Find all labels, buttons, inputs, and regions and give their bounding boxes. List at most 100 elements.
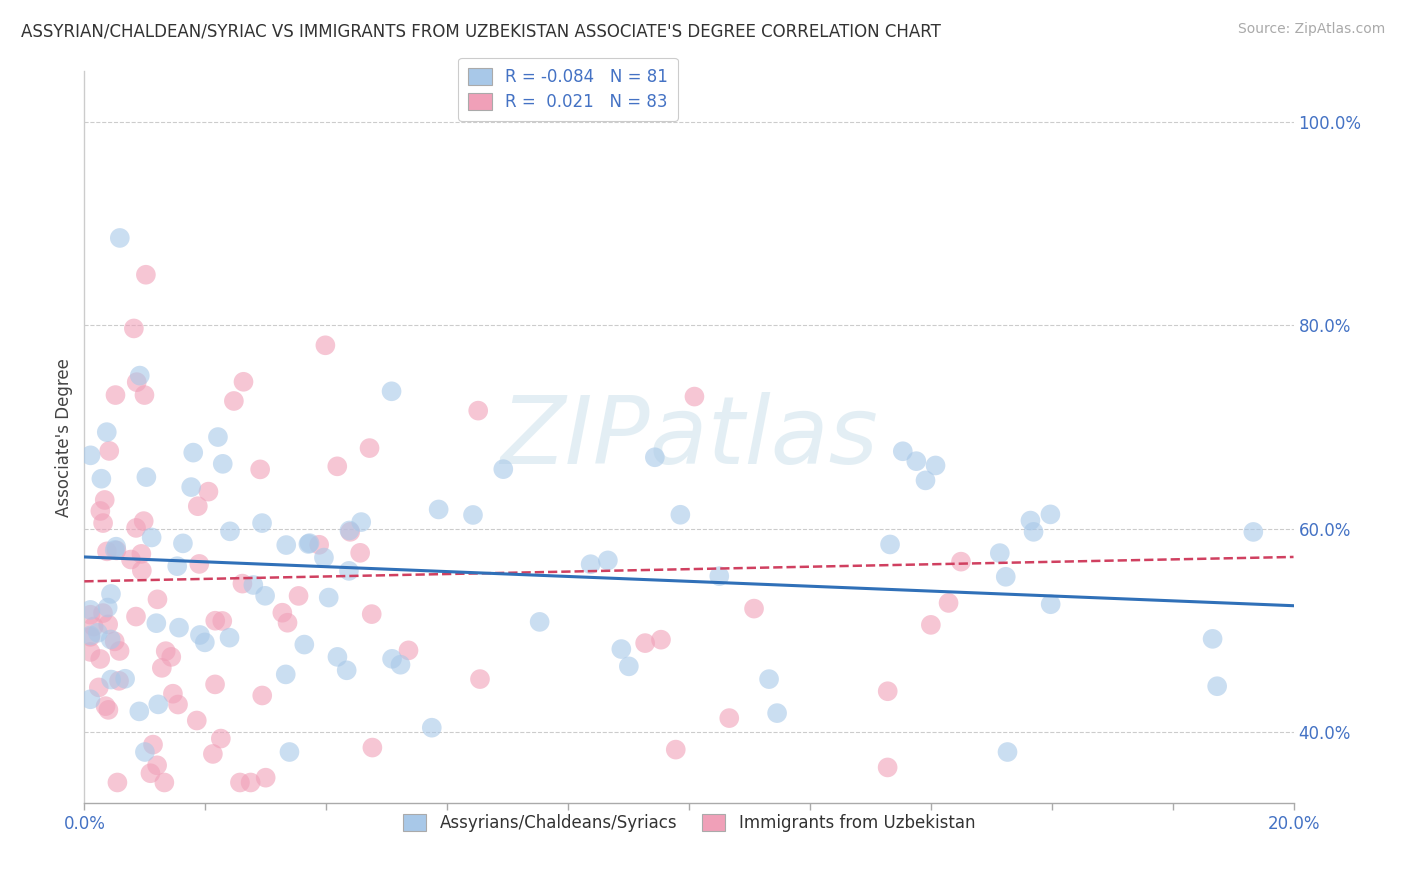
Point bbox=[89, 652, 111, 666]
Point bbox=[665, 742, 688, 756]
Point bbox=[718, 711, 741, 725]
Point bbox=[79, 603, 101, 617]
Point bbox=[79, 630, 101, 644]
Point bbox=[389, 657, 412, 672]
Point bbox=[83, 619, 105, 633]
Text: ASSYRIAN/CHALDEAN/SYRIAC VS IMMIGRANTS FROM UZBEKISTAN ASSOCIATE'S DEGREE CORREL: ASSYRIAN/CHALDEAN/SYRIAC VS IMMIGRANTS F… bbox=[21, 22, 941, 40]
Point bbox=[339, 524, 361, 538]
Point bbox=[146, 758, 169, 772]
Legend: Assyrians/Chaldeans/Syriacs, Immigrants from Uzbekistan: Assyrians/Chaldeans/Syriacs, Immigrants … bbox=[396, 807, 981, 838]
Point bbox=[79, 448, 101, 462]
Point bbox=[204, 614, 226, 628]
Point bbox=[231, 576, 253, 591]
Point bbox=[314, 338, 336, 352]
Point bbox=[97, 703, 120, 717]
Point bbox=[150, 661, 173, 675]
Point bbox=[97, 600, 120, 615]
Point bbox=[359, 441, 381, 455]
Point bbox=[381, 652, 404, 666]
Point bbox=[148, 698, 170, 712]
Point bbox=[297, 537, 319, 551]
Point bbox=[131, 547, 153, 561]
Point bbox=[108, 231, 131, 245]
Point bbox=[596, 553, 619, 567]
Point bbox=[90, 472, 112, 486]
Point bbox=[326, 459, 349, 474]
Point bbox=[201, 747, 224, 761]
Point bbox=[218, 631, 240, 645]
Point bbox=[242, 578, 264, 592]
Point bbox=[683, 390, 706, 404]
Point bbox=[211, 614, 233, 628]
Point bbox=[420, 721, 443, 735]
Point bbox=[96, 544, 118, 558]
Point bbox=[120, 552, 142, 566]
Point bbox=[145, 616, 167, 631]
Point bbox=[187, 499, 209, 513]
Point bbox=[104, 388, 127, 402]
Point bbox=[938, 596, 960, 610]
Point bbox=[876, 760, 898, 774]
Point bbox=[100, 673, 122, 687]
Point bbox=[219, 524, 242, 539]
Point bbox=[891, 444, 914, 458]
Point bbox=[135, 470, 157, 484]
Point bbox=[142, 738, 165, 752]
Point bbox=[186, 714, 208, 728]
Point bbox=[1019, 514, 1042, 528]
Point bbox=[167, 621, 190, 635]
Point bbox=[89, 504, 111, 518]
Point bbox=[292, 638, 315, 652]
Point bbox=[97, 617, 120, 632]
Point bbox=[337, 564, 360, 578]
Point bbox=[134, 745, 156, 759]
Point bbox=[271, 606, 294, 620]
Point bbox=[114, 672, 136, 686]
Point bbox=[207, 430, 229, 444]
Point bbox=[361, 740, 384, 755]
Point bbox=[79, 628, 101, 642]
Point bbox=[312, 550, 335, 565]
Point bbox=[492, 462, 515, 476]
Point bbox=[1201, 632, 1223, 646]
Point bbox=[1039, 508, 1062, 522]
Point bbox=[287, 589, 309, 603]
Text: Source: ZipAtlas.com: Source: ZipAtlas.com bbox=[1237, 22, 1385, 37]
Point bbox=[709, 569, 731, 583]
Point bbox=[153, 775, 176, 789]
Point bbox=[461, 508, 484, 522]
Point bbox=[91, 606, 114, 620]
Point bbox=[276, 538, 298, 552]
Point bbox=[579, 558, 602, 572]
Point bbox=[997, 745, 1019, 759]
Point bbox=[1039, 597, 1062, 611]
Point bbox=[277, 615, 299, 630]
Point bbox=[79, 692, 101, 706]
Point bbox=[87, 681, 110, 695]
Point bbox=[96, 425, 118, 439]
Point bbox=[950, 555, 973, 569]
Point bbox=[920, 618, 942, 632]
Point bbox=[93, 492, 115, 507]
Text: ZIPatlas: ZIPatlas bbox=[501, 392, 877, 483]
Point bbox=[232, 375, 254, 389]
Point bbox=[209, 731, 232, 746]
Point bbox=[644, 450, 666, 465]
Point bbox=[274, 667, 297, 681]
Point bbox=[988, 546, 1011, 560]
Point bbox=[398, 643, 420, 657]
Point bbox=[360, 607, 382, 621]
Point bbox=[105, 543, 128, 558]
Point bbox=[197, 484, 219, 499]
Point bbox=[254, 771, 277, 785]
Point bbox=[529, 615, 551, 629]
Point bbox=[766, 706, 789, 720]
Point bbox=[108, 673, 131, 688]
Point bbox=[669, 508, 692, 522]
Y-axis label: Associate's Degree: Associate's Degree bbox=[55, 358, 73, 516]
Point bbox=[318, 591, 340, 605]
Point bbox=[135, 268, 157, 282]
Point bbox=[249, 462, 271, 476]
Point bbox=[128, 705, 150, 719]
Point bbox=[104, 634, 127, 648]
